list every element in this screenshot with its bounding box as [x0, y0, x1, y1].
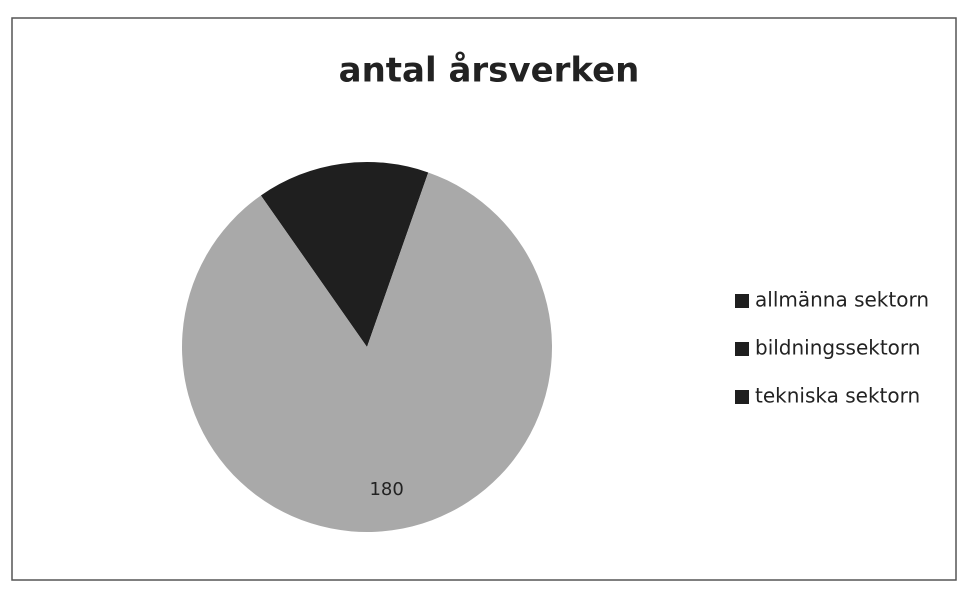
- pie-slice: [260, 161, 429, 347]
- data-label: 180: [369, 479, 403, 500]
- legend-marker: [735, 390, 749, 404]
- legend-label: bildningssektorn: [755, 336, 920, 360]
- legend-marker: [735, 294, 749, 308]
- legend-marker: [735, 342, 749, 356]
- legend-label: tekniska sektorn: [755, 384, 920, 408]
- chart-title: antal årsverken: [339, 51, 640, 91]
- pie-slice: [182, 172, 552, 532]
- legend-label: allmänna sektorn: [755, 288, 929, 312]
